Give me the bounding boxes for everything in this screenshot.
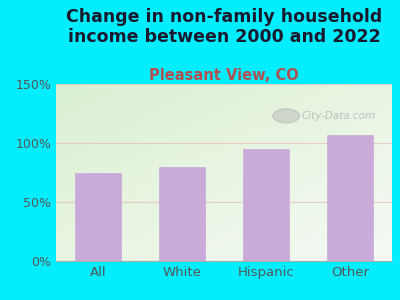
- Circle shape: [273, 109, 300, 123]
- Bar: [243, 149, 289, 261]
- Text: City-Data.com: City-Data.com: [301, 111, 376, 121]
- Bar: [75, 172, 121, 261]
- Bar: [159, 167, 205, 261]
- Bar: [327, 135, 373, 261]
- Text: Change in non-family household
income between 2000 and 2022: Change in non-family household income be…: [66, 8, 382, 46]
- Text: Pleasant View, CO: Pleasant View, CO: [149, 68, 299, 82]
